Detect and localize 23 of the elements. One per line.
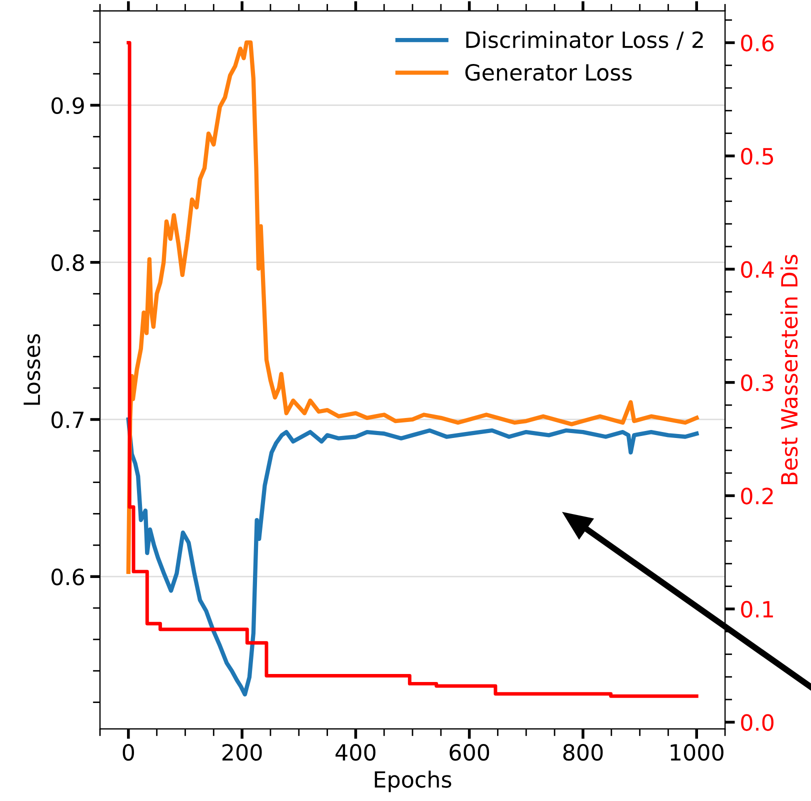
y-axis-title: Losses — [24, 334, 40, 405]
legend-label: Generator Loss — [465, 64, 632, 81]
legend-label: Discriminator Loss / 2 — [466, 30, 703, 50]
y-tick-label: 0.7 — [52, 411, 84, 428]
y-tick-label: 0.9 — [52, 97, 84, 114]
y2-axis-title: Best Wasserstein Dis — [780, 254, 798, 484]
y2-tick-label: 0.1 — [741, 600, 773, 618]
x-tick-label: 200 — [222, 744, 262, 761]
y2-tick-label: 0.0 — [741, 714, 774, 731]
y2-tick-label: 0.6 — [741, 34, 774, 52]
y2-tick-label: 0.4 — [741, 261, 774, 278]
y2-tick-label: 0.5 — [741, 148, 774, 165]
x-tick-label: 1000 — [670, 744, 724, 761]
y2-tick-label: 0.3 — [741, 374, 774, 392]
line-series — [126, 417, 699, 697]
x-tick-label: 0 — [122, 744, 134, 761]
y-tick-label: 0.8 — [52, 254, 84, 272]
x-tick-label: 400 — [336, 744, 376, 761]
y2-tick-label: 0.2 — [741, 488, 773, 504]
y-tick-label: 0.6 — [52, 568, 84, 586]
x-tick-label: 600 — [450, 744, 490, 761]
x-tick-label: 800 — [563, 744, 603, 761]
x-axis-title: Epochs — [374, 770, 452, 792]
